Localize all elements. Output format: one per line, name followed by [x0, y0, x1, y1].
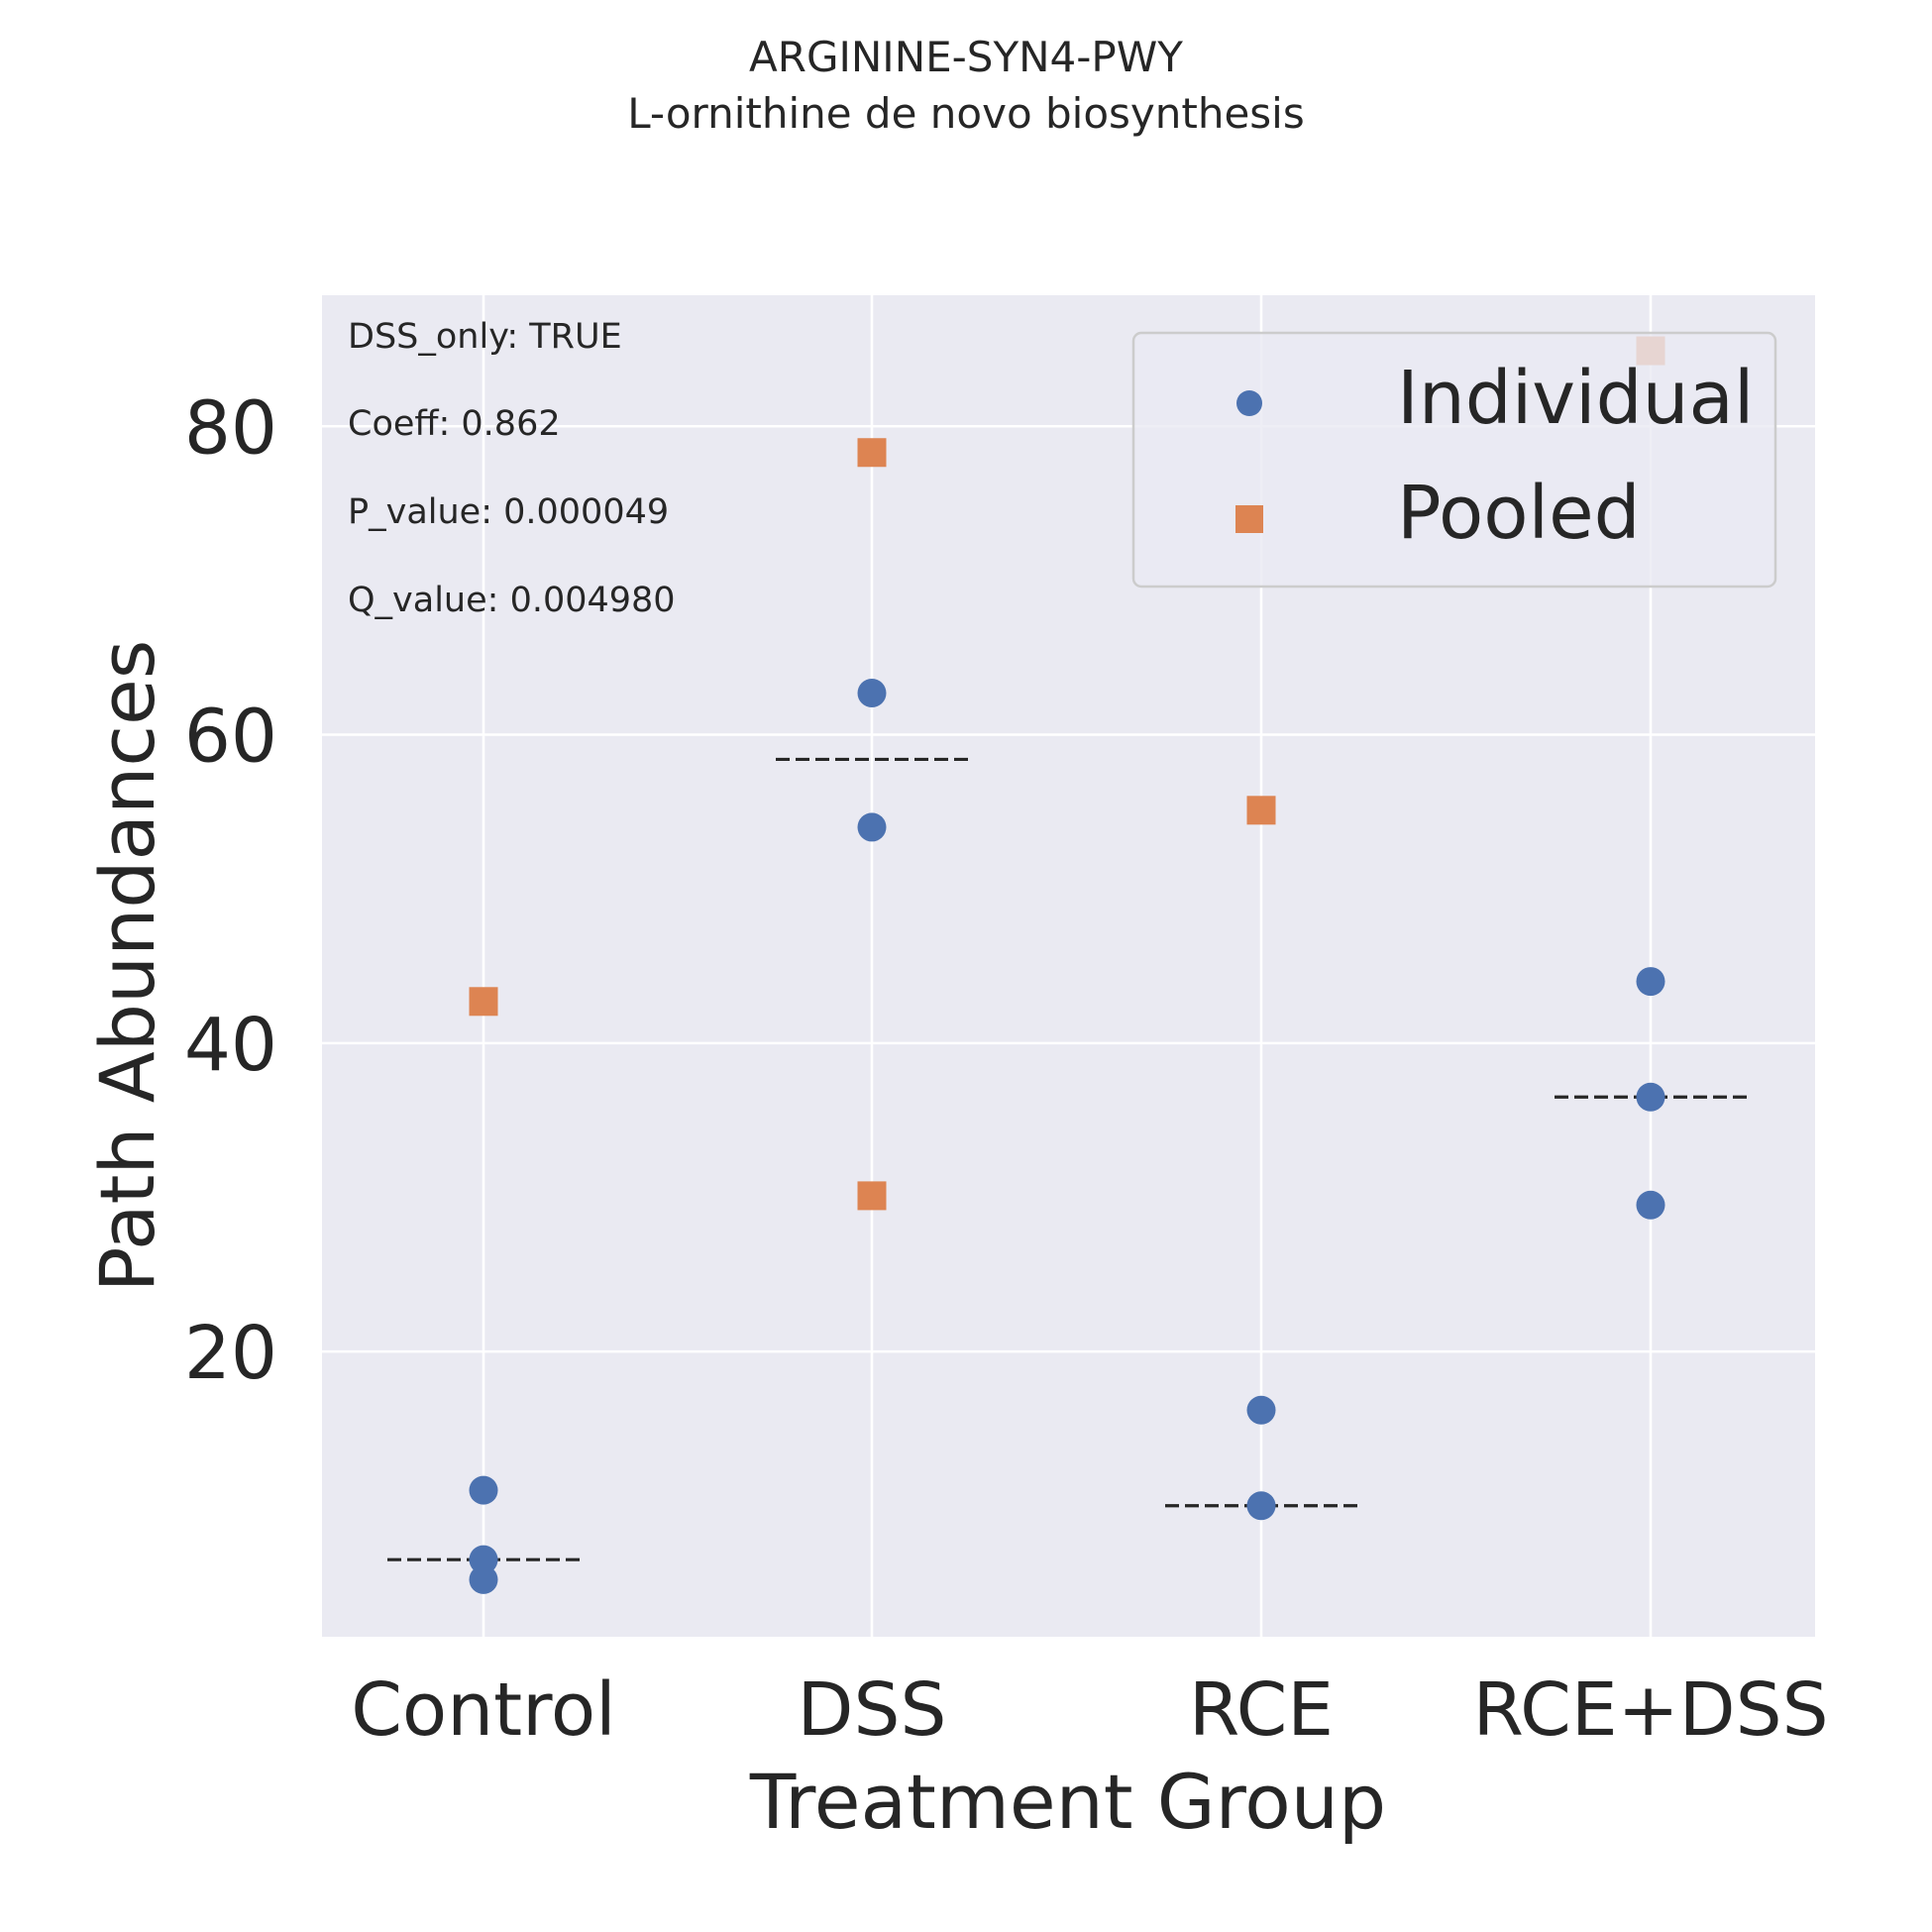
stat-coeff: Coeff: 0.862	[348, 404, 561, 444]
pooled-point	[469, 987, 498, 1017]
individual-point	[469, 1564, 498, 1594]
y-tick-label: 60	[184, 695, 277, 780]
chart-title-line-1: ARGININE-SYN4-PWY	[749, 33, 1183, 81]
individual-point	[1636, 967, 1665, 997]
legend-individual-marker	[1236, 390, 1262, 416]
stat-q-value: Q_value: 0.004980	[348, 581, 676, 620]
y-tick-label: 20	[184, 1311, 277, 1396]
legend: Individual Pooled	[1131, 331, 1777, 589]
individual-point	[1636, 1190, 1665, 1220]
chart-title-line-2: L-ornithine de novo biosynthesis	[627, 89, 1305, 138]
y-tick-label: 40	[184, 1003, 277, 1088]
x-tick-label: DSS	[798, 1667, 947, 1753]
pooled-point	[857, 1181, 887, 1211]
x-tick-label: RCE+DSS	[1472, 1667, 1828, 1753]
individual-point	[469, 1545, 498, 1574]
individual-point	[1246, 1395, 1276, 1425]
legend-pooled-label: Pooled	[1397, 471, 1641, 556]
individual-point	[1246, 1491, 1276, 1521]
x-axis-label: Treatment Group	[749, 1758, 1386, 1846]
legend-pooled-marker	[1235, 505, 1263, 533]
individual-point	[857, 679, 887, 708]
x-tick-label: RCE	[1189, 1667, 1334, 1753]
pooled-point	[857, 438, 887, 468]
legend-individual-label: Individual	[1397, 356, 1754, 441]
stat-dss-only: DSS_only: TRUE	[348, 317, 622, 357]
individual-point	[469, 1475, 498, 1505]
individual-point	[1636, 1082, 1665, 1112]
stat-p-value: P_value: 0.000049	[348, 492, 669, 532]
median-lines	[387, 757, 1747, 1561]
y-axis-label: Path Abundances	[83, 640, 171, 1293]
individual-point	[857, 812, 887, 842]
x-axis-ticks: Control DSS RCE RCE+DSS	[351, 1667, 1828, 1753]
y-axis-ticks: 20 40 60 80	[184, 385, 277, 1396]
y-tick-label: 80	[184, 385, 277, 471]
legend-box	[1131, 331, 1777, 589]
stats-annotation: DSS_only: TRUE Coeff: 0.862 P_value: 0.0…	[348, 317, 676, 620]
x-tick-label: Control	[351, 1667, 616, 1753]
pooled-point	[1246, 796, 1276, 825]
